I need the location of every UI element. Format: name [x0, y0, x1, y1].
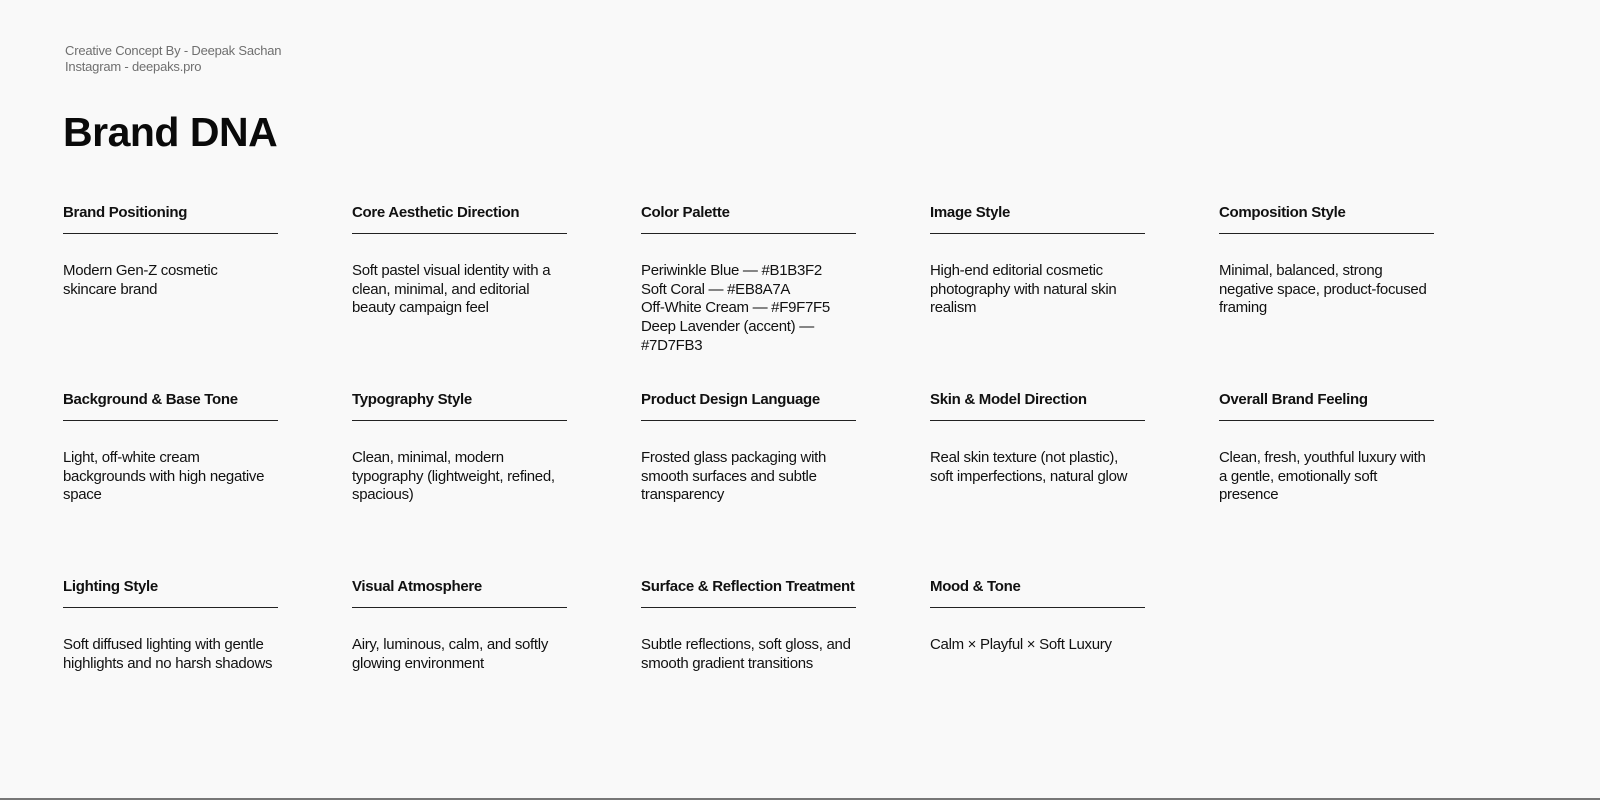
card-divider [63, 607, 278, 608]
card-body: Frosted glass packaging with smooth surf… [641, 449, 827, 504]
card-body: Light, off-white cream backgrounds with … [63, 449, 265, 504]
card-divider [930, 233, 1145, 234]
card-heading: Visual Atmosphere [352, 578, 482, 595]
dna-card: Surface & Reflection Treatment Subtle ref… [641, 578, 856, 765]
credit-author: Creative Concept By - Deepak Sachan [65, 43, 282, 58]
card-heading: Overall Brand Feeling [1219, 391, 1368, 408]
card-heading: Surface & Reflection Treatment [641, 578, 855, 595]
dna-card: Skin & Model Direction Real skin texture … [930, 391, 1145, 578]
dna-card: Image Style High-end editorial cosmetic p… [930, 204, 1145, 391]
card-divider [352, 420, 567, 421]
dna-card: Color Palette Periwinkle Blue — #B1B3F2 S… [641, 204, 856, 391]
card-heading: Typography Style [352, 391, 472, 408]
card-divider [930, 420, 1145, 421]
card-heading: Core Aesthetic Direction [352, 204, 520, 221]
card-divider [352, 233, 567, 234]
bottom-border [0, 798, 1600, 800]
card-heading: Image Style [930, 204, 1011, 221]
card-divider [63, 420, 278, 421]
card-body: Minimal, balanced, strong negative space… [1219, 262, 1427, 317]
card-body: Soft pastel visual identity with a clean… [352, 262, 551, 317]
dna-card: Typography Style Clean, minimal, modern t… [352, 391, 567, 578]
dna-card: Core Aesthetic Direction Soft pastel visu… [352, 204, 567, 391]
card-heading: Brand Positioning [63, 204, 188, 221]
dna-card: Lighting Style Soft diffused lighting wit… [63, 578, 278, 765]
dna-card: Brand Positioning Modern Gen-Z cosmetic s… [63, 204, 278, 391]
card-body: Periwinkle Blue — #B1B3F2 Soft Coral — #… [641, 262, 830, 354]
card-heading: Color Palette [641, 204, 730, 221]
page-title: Brand DNA [63, 109, 278, 155]
card-divider [63, 233, 278, 234]
card-body: Soft diffused lighting with gentle highl… [63, 636, 273, 672]
card-heading: Product Design Language [641, 391, 820, 408]
card-heading: Mood & Tone [930, 578, 1021, 595]
card-divider [930, 607, 1145, 608]
card-divider [352, 607, 567, 608]
credit: Creative Concept By - Deepak Sachan Inst… [65, 43, 281, 75]
card-heading: Composition Style [1219, 204, 1346, 221]
card-body: Subtle reflections, soft gloss, and smoo… [641, 636, 851, 672]
card-divider [641, 420, 856, 421]
card-body: Clean, minimal, modern typography (light… [352, 449, 555, 504]
card-body: Modern Gen-Z cosmetic skincare brand [63, 262, 218, 298]
card-body: Airy, luminous, calm, and softly glowing… [352, 636, 549, 672]
card-divider [1219, 420, 1434, 421]
card-body: Clean, fresh, youthful luxury with a gen… [1219, 449, 1426, 504]
card-divider [1219, 233, 1434, 234]
card-heading: Background & Base Tone [63, 391, 238, 408]
card-body: High-end editorial cosmetic photography … [930, 262, 1117, 317]
card-body: Calm × Playful × Soft Luxury [930, 636, 1112, 653]
dna-card: Background & Base Tone Light, off-white c… [63, 391, 278, 578]
dna-card: Overall Brand Feeling Clean, fresh, youth… [1219, 391, 1434, 578]
card-divider [641, 233, 856, 234]
dna-card: Visual Atmosphere Airy, luminous, calm, a… [352, 578, 567, 765]
card-divider [641, 607, 856, 608]
card-body: Real skin texture (not plastic), soft im… [930, 449, 1128, 485]
brand-dna-grid: Brand Positioning Modern Gen-Z cosmetic s… [63, 204, 1434, 765]
credit-instagram: Instagram - deepaks.pro [65, 59, 202, 74]
dna-card: Product Design Language Frosted glass pac… [641, 391, 856, 578]
card-heading: Skin & Model Direction [930, 391, 1087, 408]
card-heading: Lighting Style [63, 578, 158, 595]
dna-card: Composition Style Minimal, balanced, stro… [1219, 204, 1434, 391]
dna-card: Mood & Tone Calm × Playful × Soft Luxury [930, 578, 1145, 765]
